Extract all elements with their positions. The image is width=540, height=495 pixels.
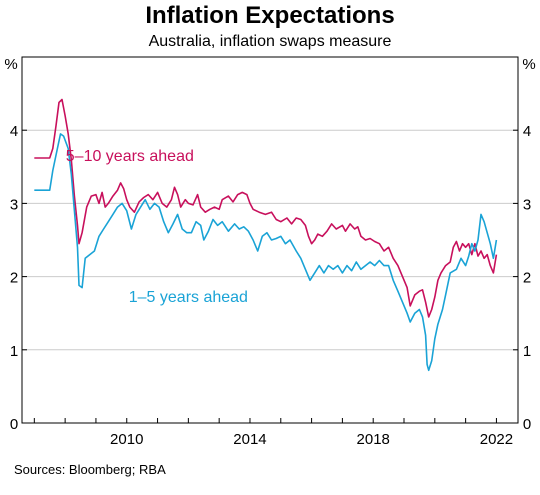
- tick-label-y-right: 3: [523, 196, 531, 213]
- tick-label-y-left: 3: [10, 196, 18, 213]
- y-unit-right: %: [522, 56, 535, 73]
- y-unit-left: %: [4, 56, 17, 73]
- tick-label-y-right: 2: [523, 270, 531, 287]
- source-note: Sources: Bloomberg; RBA: [14, 462, 166, 477]
- tick-label-y-left: 2: [10, 270, 18, 287]
- tick-label-y-left: 1: [10, 343, 18, 360]
- tick-label-x: 2018: [357, 431, 390, 448]
- tick-label-y-left: 4: [10, 123, 18, 140]
- tick-label-x: 2010: [110, 431, 143, 448]
- chart-subtitle: Australia, inflation swaps measure: [148, 33, 392, 50]
- series-line-5-10-years: [34, 98, 498, 318]
- tick-label-y-right: 1: [523, 343, 531, 360]
- tick-label-x: 2022: [480, 431, 513, 448]
- series-annotations: 5–10 years ahead 1–5 years ahead: [66, 148, 248, 306]
- tick-label-y-left: 0: [10, 416, 18, 433]
- series-line-1-5-years: [34, 133, 498, 372]
- tick-label-x: 2014: [233, 431, 266, 448]
- series-label-1-5-years: 1–5 years ahead: [129, 289, 248, 306]
- series-lines: [34, 98, 498, 372]
- plot-frame: [21, 56, 519, 424]
- tick-labels: 0 0 1 1 2 2 3 3 4 4% % 2010 2014 2018 2022: [4, 56, 535, 448]
- tick-label-y-right: 4: [523, 123, 531, 140]
- tick-marks: [22, 129, 518, 424]
- tick-label-y-right: 0: [523, 416, 531, 433]
- chart-title: Inflation Expectations: [145, 2, 395, 29]
- series-label-5-10-years: 5–10 years ahead: [66, 148, 194, 165]
